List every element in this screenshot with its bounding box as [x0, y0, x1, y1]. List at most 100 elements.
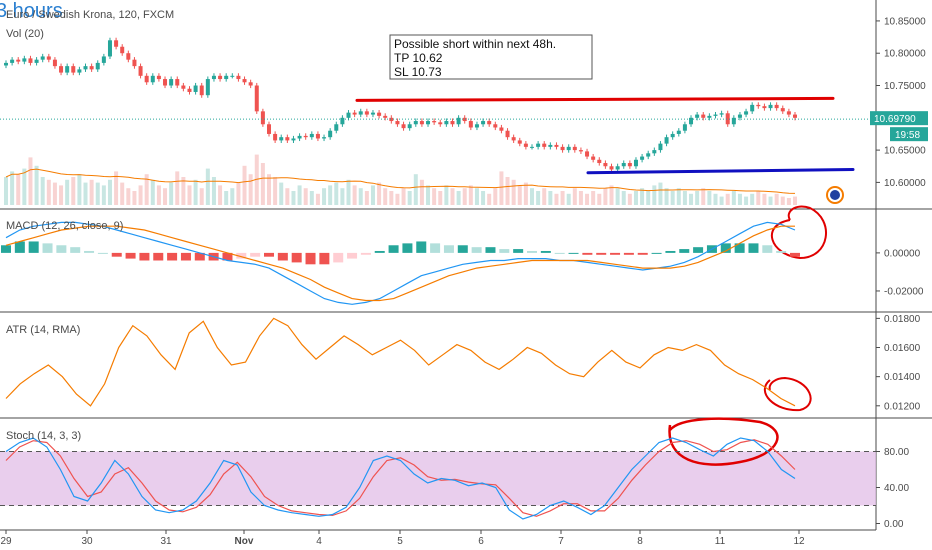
volume-bar: [71, 177, 76, 205]
macd-label[interactable]: MACD (12, 26, close, 9): [6, 220, 123, 232]
volume-bar: [334, 182, 339, 205]
y-tick-label: 10.80000: [884, 49, 926, 60]
macd-histogram-bar: [734, 243, 745, 253]
candle-body: [481, 121, 486, 125]
candle-body: [572, 146, 577, 151]
candle-body: [707, 115, 712, 118]
signal-line: [5, 225, 795, 302]
volume-bar: [230, 188, 235, 205]
volume-bar: [34, 165, 39, 205]
volume-bar: [144, 174, 149, 205]
stoch-d-line: [5, 439, 796, 517]
candle-body: [10, 59, 15, 63]
y-tick-label: 80.00: [884, 447, 909, 458]
macd-histogram-bar: [457, 245, 468, 253]
volume-bar: [786, 198, 791, 205]
annotation-line-3: SL 10.73: [394, 65, 442, 79]
candle-body: [578, 150, 583, 152]
volume-bar: [126, 188, 131, 205]
macd-histogram-bar: [499, 249, 510, 253]
candle-body: [71, 66, 76, 73]
volume-bar: [169, 182, 174, 205]
volume-bar: [554, 193, 559, 205]
symbol-title[interactable]: Euro / Swedish Krona, 120, FXCM: [6, 9, 174, 21]
candle-body: [114, 40, 119, 47]
macd-marker-circle: [770, 205, 827, 260]
volume-label[interactable]: Vol (20): [6, 28, 44, 40]
candle-body: [107, 40, 112, 57]
candle-body: [297, 135, 302, 139]
candle-body: [768, 104, 773, 109]
stoch-marker-circle: [668, 417, 779, 466]
volume-bar: [640, 188, 645, 205]
candle-body: [719, 113, 724, 115]
y-tick-label: 10.65000: [884, 146, 926, 157]
candle-body: [95, 62, 100, 70]
volume-bar: [572, 188, 577, 205]
x-tick-label: 7: [558, 536, 564, 547]
stoch-k-line: [5, 437, 796, 520]
candle-body: [273, 133, 278, 141]
stoch-label[interactable]: Stoch (14, 3, 3): [6, 430, 81, 442]
macd-histogram-bar: [651, 252, 662, 254]
candle-body: [725, 113, 730, 125]
candle-body: [205, 79, 210, 96]
banner-fragment: 3 hours: [0, 0, 63, 22]
x-tick-label: 29: [0, 536, 12, 547]
candle-body: [664, 137, 669, 144]
last-price-tag-bg: [870, 111, 928, 126]
volume-bar: [83, 182, 88, 205]
candle-body: [413, 121, 418, 125]
volume-bar: [16, 174, 21, 205]
candle-body: [468, 121, 473, 128]
volume-bar: [474, 188, 479, 205]
candle-body: [523, 143, 528, 147]
macd-histogram-bar: [236, 252, 247, 259]
macd-histogram-bar: [762, 245, 773, 253]
annotation-box: [389, 34, 593, 80]
volume-bar: [77, 174, 82, 205]
x-tick-label: 30: [81, 536, 93, 547]
candle-body: [462, 117, 467, 122]
candle-body: [750, 104, 755, 112]
volume-ma-line: [5, 168, 796, 194]
volume-bar: [395, 193, 400, 205]
volume-bar: [450, 188, 455, 205]
candle-body: [438, 122, 443, 125]
time-axis-ticks[interactable]: 29 30 31 Nov 4 5 6 7 8 11 12: [0, 530, 805, 547]
volume-bar: [279, 182, 284, 205]
candle-body: [285, 137, 290, 141]
candle-body: [248, 82, 253, 86]
stoch-band: [0, 451, 876, 506]
volume-bar: [493, 188, 498, 205]
x-tick-label: 11: [715, 536, 726, 547]
candle-body: [780, 108, 785, 112]
volume-bar: [615, 188, 620, 205]
globe-icon[interactable]: [826, 186, 844, 204]
volume-bar: [260, 163, 265, 205]
candle-body: [218, 75, 223, 80]
annotation-note[interactable]: Possible short within next 48h. TP 10.62…: [389, 34, 593, 80]
volume-bar: [560, 191, 565, 205]
volume-bar: [187, 185, 192, 205]
candle-body: [713, 114, 718, 116]
macd-histogram-bar: [347, 252, 358, 259]
macd-histogram-bar: [527, 250, 537, 253]
volume-bar: [4, 177, 8, 205]
volume-bar: [627, 193, 632, 205]
candle-body: [609, 166, 614, 170]
volume-bar: [689, 193, 694, 205]
candle-body: [169, 79, 174, 86]
macd-histogram-bar: [374, 250, 385, 253]
atr-label[interactable]: ATR (14, RMA): [6, 324, 80, 336]
volume-bar: [267, 174, 271, 205]
atr-series: [5, 317, 796, 407]
candle-body: [689, 117, 694, 125]
macd-histogram-bar: [28, 241, 39, 253]
candle-body: [652, 150, 657, 154]
user-drawings[interactable]: [355, 96, 855, 466]
candle-body: [199, 85, 204, 96]
volume-bar: [438, 191, 443, 205]
candle-body: [163, 79, 168, 86]
